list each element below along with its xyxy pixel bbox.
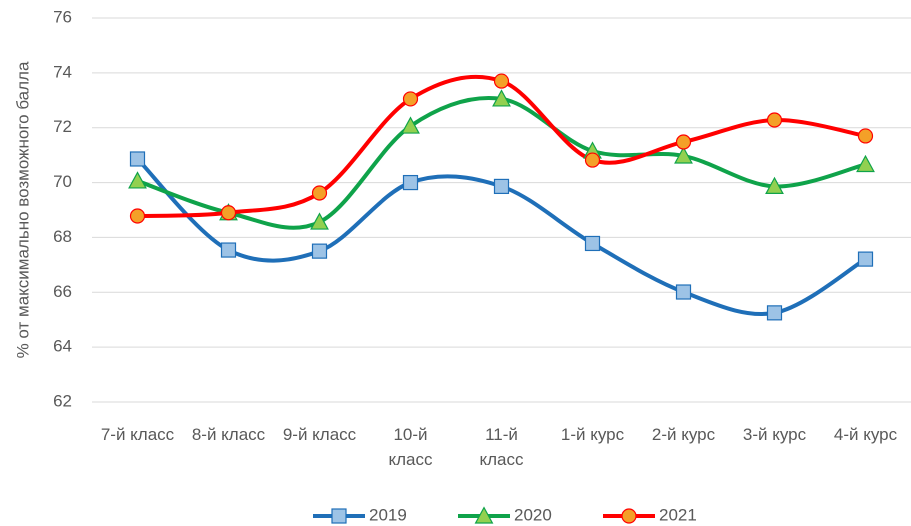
x-tick-label: 10-й класс — [388, 425, 433, 469]
legend-marker — [331, 508, 347, 524]
marker — [675, 284, 692, 300]
marker — [401, 116, 420, 134]
y-tick-label: 74 — [53, 62, 72, 81]
marker — [856, 154, 875, 173]
x-tick-label: 2-й курс — [651, 425, 716, 444]
marker — [310, 212, 329, 230]
y-tick-label: 72 — [53, 117, 72, 136]
y-tick-label: 66 — [53, 282, 72, 301]
marker — [402, 91, 419, 107]
y-tick-label: 68 — [53, 227, 72, 246]
marker — [857, 128, 874, 144]
marker — [128, 171, 147, 189]
x-tick-label: 9-й класс — [282, 425, 357, 444]
marker — [766, 305, 783, 321]
marker — [220, 205, 237, 221]
x-tick-label: 8-й класс — [191, 425, 266, 444]
marker — [765, 176, 784, 195]
marker — [493, 73, 510, 89]
marker — [674, 146, 693, 164]
marker — [311, 185, 328, 201]
y-tick-label: 62 — [53, 391, 72, 410]
x-tick-label: 11-й класс — [479, 425, 524, 469]
marker — [129, 208, 146, 224]
marker — [129, 151, 146, 167]
marker — [857, 251, 874, 267]
legend-marker — [621, 508, 637, 524]
marker — [584, 152, 601, 168]
marker — [220, 242, 237, 258]
y-axis-title: % от максимально возможного балла — [13, 61, 32, 358]
marker — [675, 134, 692, 150]
x-tick-label: 4-й курс — [833, 425, 898, 444]
marker — [402, 174, 419, 191]
marker — [311, 243, 328, 259]
marker — [766, 112, 783, 128]
y-tick-label: 76 — [53, 7, 72, 26]
legend-label: 2020 — [514, 505, 552, 524]
x-tick-label: 7-й класс — [100, 425, 175, 444]
legend-label: 2019 — [369, 505, 407, 524]
series-line — [136, 96, 867, 230]
marker — [492, 89, 511, 107]
y-tick-label: 64 — [53, 337, 72, 356]
legend-label: 2021 — [659, 505, 697, 524]
y-tick-label: 70 — [53, 172, 72, 191]
legend-marker — [474, 506, 494, 524]
x-tick-label: 1-й курс — [560, 425, 625, 444]
marker — [493, 178, 510, 195]
x-tick-label: 3-й курс — [742, 425, 807, 444]
marker — [584, 235, 601, 252]
